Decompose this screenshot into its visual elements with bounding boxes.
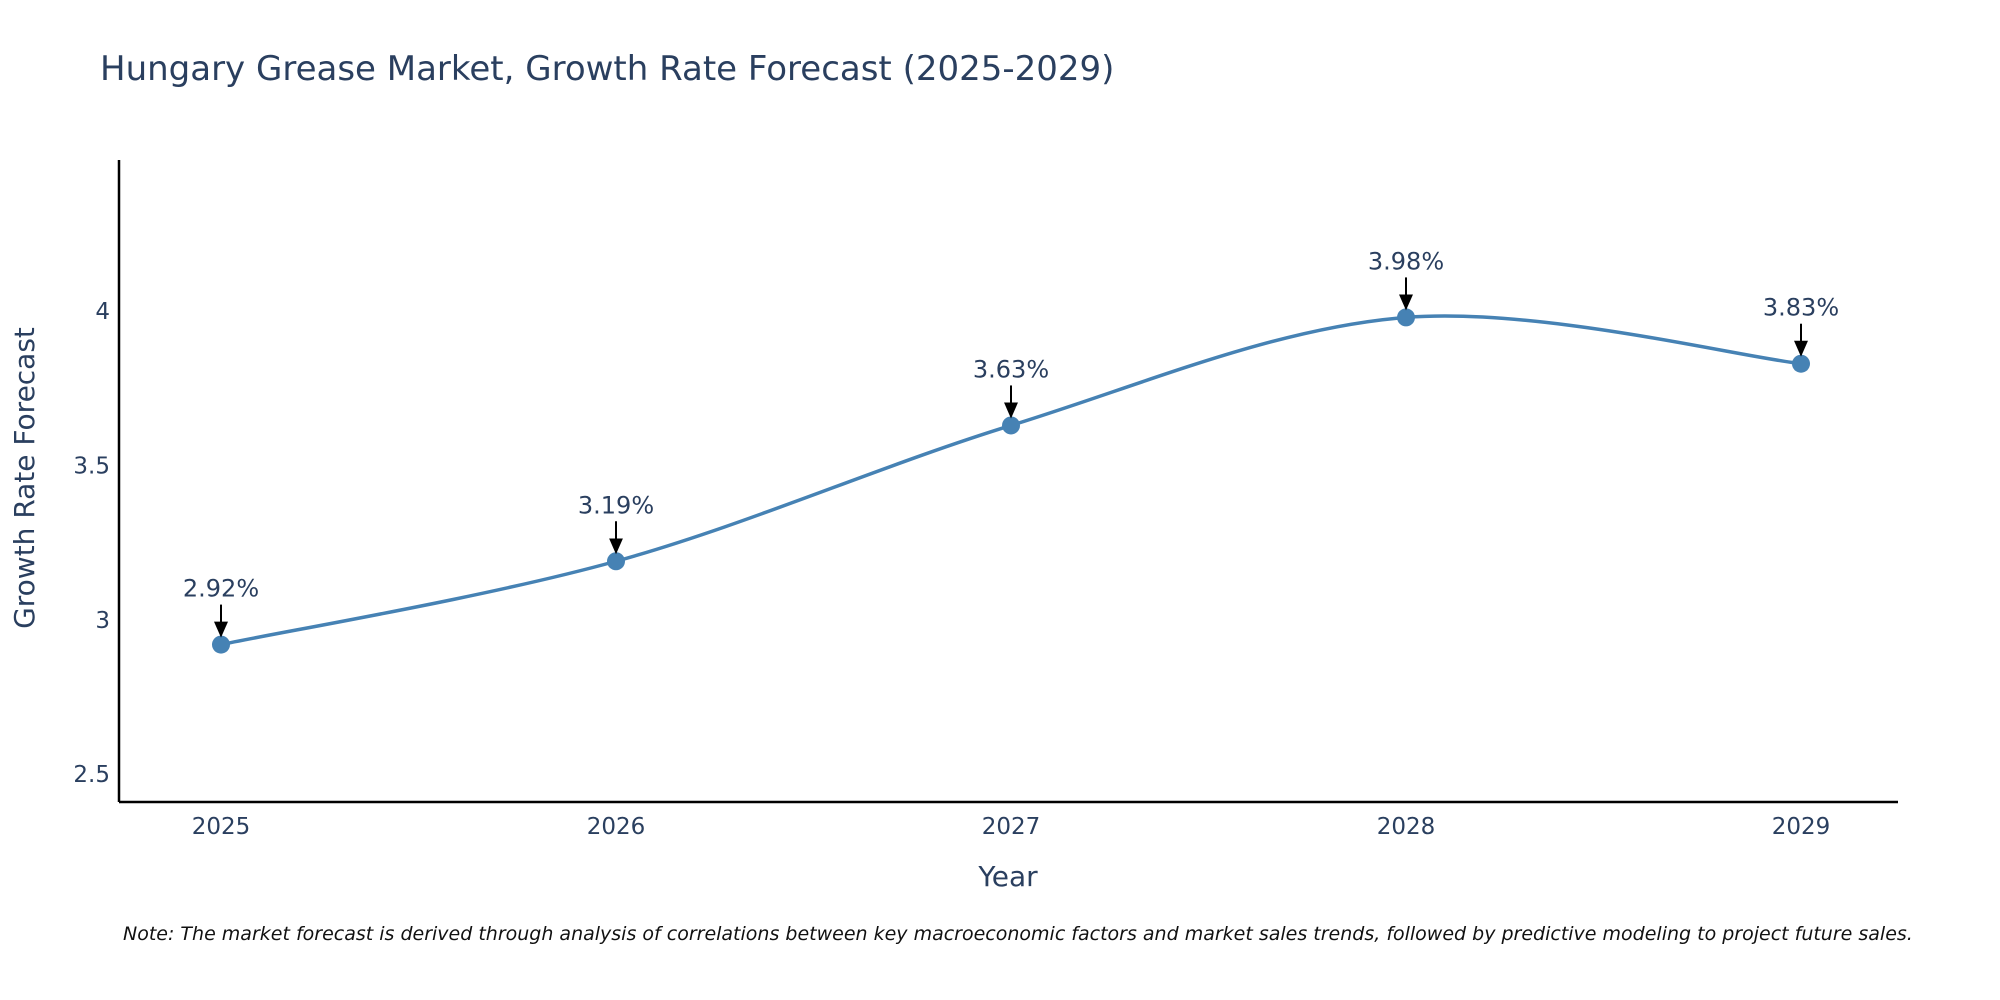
y-tick-label: 3.5	[73, 454, 110, 480]
footnote: Note: The market forecast is derived thr…	[123, 923, 1913, 945]
x-tick-label: 2025	[192, 814, 251, 840]
data-point	[1397, 308, 1415, 327]
data-label: 3.83%	[1763, 294, 1839, 322]
data-label: 3.63%	[973, 355, 1049, 383]
y-tick-label: 3	[95, 608, 110, 634]
data-point	[607, 552, 625, 571]
x-tick-label: 2027	[982, 814, 1041, 840]
y-axis-title: Growth Rate Forecast	[8, 327, 41, 629]
data-point	[212, 635, 230, 654]
y-tick-label: 4	[95, 299, 110, 325]
data-label: 2.92%	[183, 575, 259, 603]
data-label: 3.19%	[578, 491, 654, 519]
data-point	[1792, 354, 1810, 373]
chart-title: Hungary Grease Market, Growth Rate Forec…	[100, 49, 1114, 89]
x-tick-label: 2026	[587, 814, 646, 840]
data-label: 3.98%	[1368, 247, 1444, 275]
y-tick-label: 2.5	[73, 762, 110, 788]
x-tick-label: 2029	[1772, 814, 1831, 840]
x-axis-title: Year	[977, 860, 1038, 893]
x-tick-label: 2028	[1377, 814, 1436, 840]
plot-area: 2.5 3 3.5 4 2025 2026 2027 2028 2029 2.92% 3.19% 3.…	[73, 160, 1898, 840]
data-point	[1002, 416, 1020, 435]
